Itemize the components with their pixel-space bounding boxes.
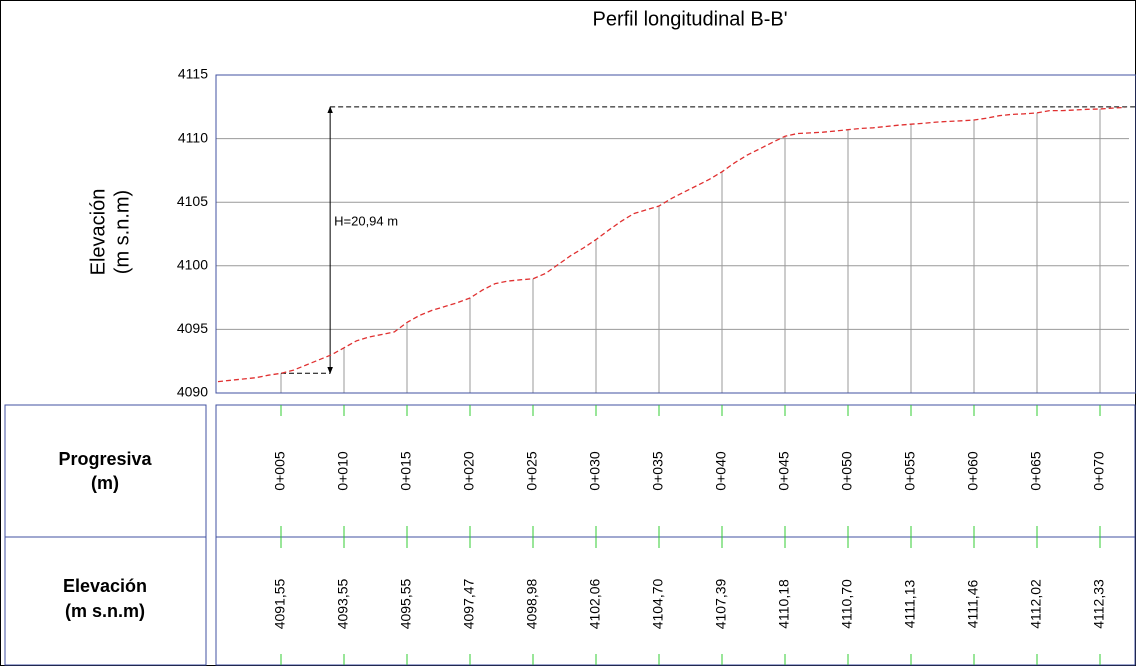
- station-label: 0+030: [587, 451, 603, 491]
- elevation-label: 4112,02: [1028, 579, 1044, 629]
- y-tick-label: 4115: [178, 66, 208, 82]
- y-axis-label: Elevación: [87, 189, 109, 276]
- station-label: 0+050: [839, 451, 855, 491]
- y-tick-label: 4095: [177, 320, 208, 336]
- station-label: 0+055: [902, 451, 918, 491]
- elevation-label: 4095,55: [398, 578, 414, 629]
- elevation-label: 4104,70: [650, 578, 666, 629]
- y-tick-label: 4090: [177, 384, 208, 400]
- elevation-label: 4093,55: [335, 578, 351, 629]
- table-label-box: [4, 404, 207, 666]
- station-label: 0+005: [272, 451, 288, 491]
- station-label: 0+065: [1028, 451, 1044, 491]
- elevation-label: 4091,55: [272, 578, 288, 629]
- station-label: 0+040: [713, 451, 729, 491]
- elevation-label: 4110,18: [776, 579, 792, 629]
- elevation-label: 4097,47: [461, 578, 477, 629]
- station-label: 0+020: [461, 451, 477, 491]
- y-tick-label: 4110: [178, 129, 208, 145]
- station-label: 0+035: [650, 451, 666, 491]
- elevation-label: 4110,70: [839, 579, 855, 629]
- chart-title: Perfil longitudinal B-B': [592, 8, 787, 30]
- station-label: 0+060: [965, 451, 981, 491]
- y-tick-label: 4100: [177, 257, 208, 273]
- elevation-label: 4098,98: [524, 578, 540, 629]
- elevation-label: 4111,13: [902, 580, 918, 629]
- row-label: Elevación: [63, 576, 147, 596]
- station-label: 0+025: [524, 451, 540, 491]
- plot: [216, 74, 1136, 394]
- elevation-label: 4112,33: [1091, 579, 1107, 629]
- elevation-label: 4102,06: [587, 578, 603, 629]
- elevation-label: 4107,39: [713, 578, 729, 629]
- y-axis-label: (m s.n.m): [111, 190, 133, 274]
- station-label: 0+045: [776, 451, 792, 491]
- y-tick-label: 4105: [177, 193, 208, 209]
- station-label: 0+070: [1091, 451, 1107, 491]
- profile-line: [217, 106, 1126, 383]
- annotation-label: H=20,94 m: [334, 214, 398, 229]
- row-label: (m s.n.m): [65, 601, 145, 621]
- elevation-label: 4111,46: [965, 580, 981, 629]
- station-label: 0+010: [335, 451, 351, 491]
- station-label: 0+015: [398, 451, 414, 491]
- row-label: (m): [91, 473, 119, 493]
- table-data-box: [215, 404, 1136, 666]
- row-label: Progresiva: [58, 449, 152, 469]
- plot-frame: [215, 74, 1136, 394]
